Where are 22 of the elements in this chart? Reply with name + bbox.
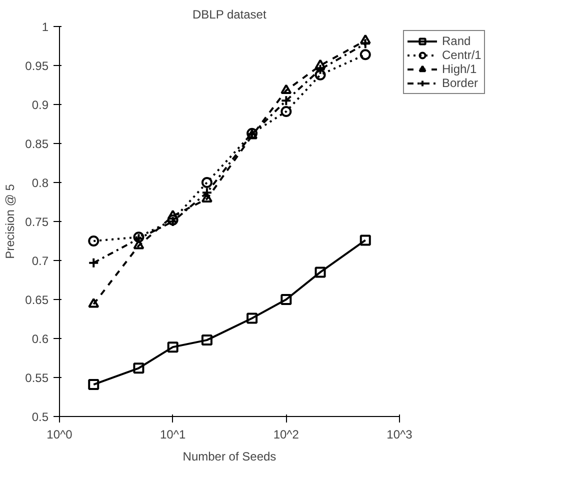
y-tick-label: 0.7 [32,254,49,268]
y-tick-label: 0.55 [25,371,49,385]
y-tick-label: 0.8 [32,176,49,190]
x-tick-label: 10^0 [46,428,73,442]
legend-label: Centr/1 [442,48,482,62]
legend-label: Rand [442,34,471,48]
x-axis-title: Number of Seeds [182,450,276,464]
y-tick-label: 1 [42,20,49,34]
y-tick-label: 0.5 [32,410,49,424]
x-tick-label: 10^1 [160,428,186,442]
y-tick-label: 0.6 [32,332,49,346]
y-tick-label: 0.9 [32,98,49,112]
x-tick-label: 10^2 [273,428,300,442]
y-tick-label: 0.75 [25,215,49,229]
y-tick-label: 0.95 [25,59,49,73]
chart-title: DBLP dataset [192,8,267,22]
legend-label: Border [442,76,478,90]
y-tick-label: 0.65 [25,293,49,307]
y-tick-label: 0.85 [25,137,49,151]
x-tick-label: 10^3 [386,428,413,442]
legend-label: High/1 [442,62,477,76]
y-axis-title: Precision @ 5 [3,184,18,259]
